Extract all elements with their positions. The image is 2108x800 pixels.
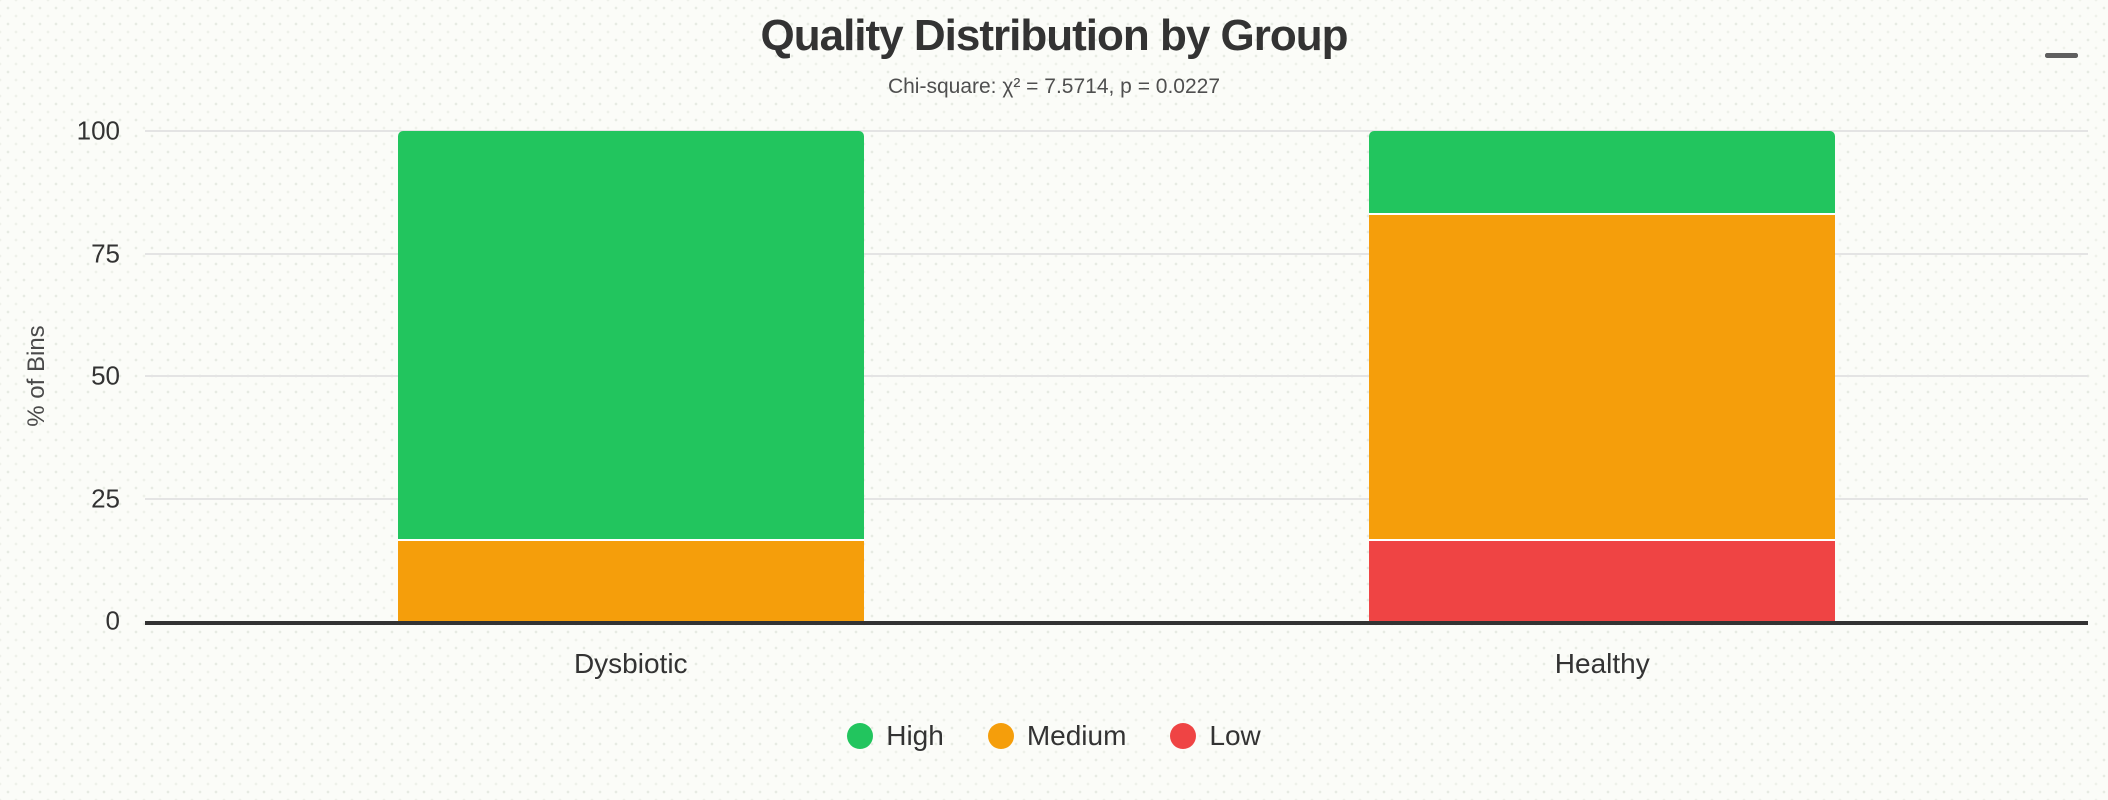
- gridline-75: [145, 252, 2088, 255]
- bar-segment-healthy-medium[interactable]: [1369, 212, 1836, 540]
- x-axis-label-healthy: Healthy: [1554, 648, 1650, 679]
- x-axis-labels: Dysbiotic Healthy: [145, 648, 2088, 688]
- legend-item-medium[interactable]: Medium: [987, 720, 1127, 752]
- bar-segment-dysbiotic-medium[interactable]: [397, 539, 864, 621]
- export-menu-button[interactable]: [2038, 18, 2084, 58]
- y-axis-tick-label-75: 75: [91, 238, 120, 268]
- gridline-100: [145, 130, 2088, 132]
- y-axis-tick-label-25: 25: [91, 483, 120, 513]
- legend-item-high[interactable]: High: [847, 720, 944, 752]
- y-axis-tick-label-100: 100: [76, 115, 120, 146]
- gridline-25: [145, 497, 2088, 500]
- legend-label-medium: Medium: [1026, 720, 1127, 751]
- hamburger-menu-icon: [2044, 53, 2078, 58]
- legend-marker-low-icon: [1170, 723, 1197, 749]
- y-axis-tick-label-0: 0: [105, 605, 120, 636]
- legend-marker-high-icon: [847, 723, 874, 749]
- legend-label-high: High: [886, 720, 944, 751]
- chart-subtitle: Chi-square: χ² = 7.5714, p = 0.0227: [887, 75, 1221, 98]
- bar-segment-healthy-high[interactable]: [1369, 130, 1836, 213]
- x-axis-label-dysbiotic: Dysbiotic: [573, 648, 688, 679]
- bar-dysbiotic: [397, 131, 864, 621]
- y-axis-tick-labels: 0 25 50 75 100: [0, 0, 120, 800]
- y-axis-tick-label-50: 50: [91, 360, 120, 391]
- legend: High Medium Low: [0, 720, 2108, 752]
- chart-title: Quality Distribution by Group: [760, 11, 1349, 60]
- plot-area: [145, 130, 2088, 625]
- legend-marker-medium-icon: [987, 723, 1014, 749]
- legend-label-low: Low: [1209, 720, 1261, 751]
- legend-item-low[interactable]: Low: [1170, 720, 1261, 752]
- bar-segment-healthy-low[interactable]: [1369, 539, 1836, 621]
- gridline-50: [145, 375, 2088, 377]
- bar-healthy: [1369, 130, 1836, 621]
- bar-segment-dysbiotic-high[interactable]: [397, 131, 864, 540]
